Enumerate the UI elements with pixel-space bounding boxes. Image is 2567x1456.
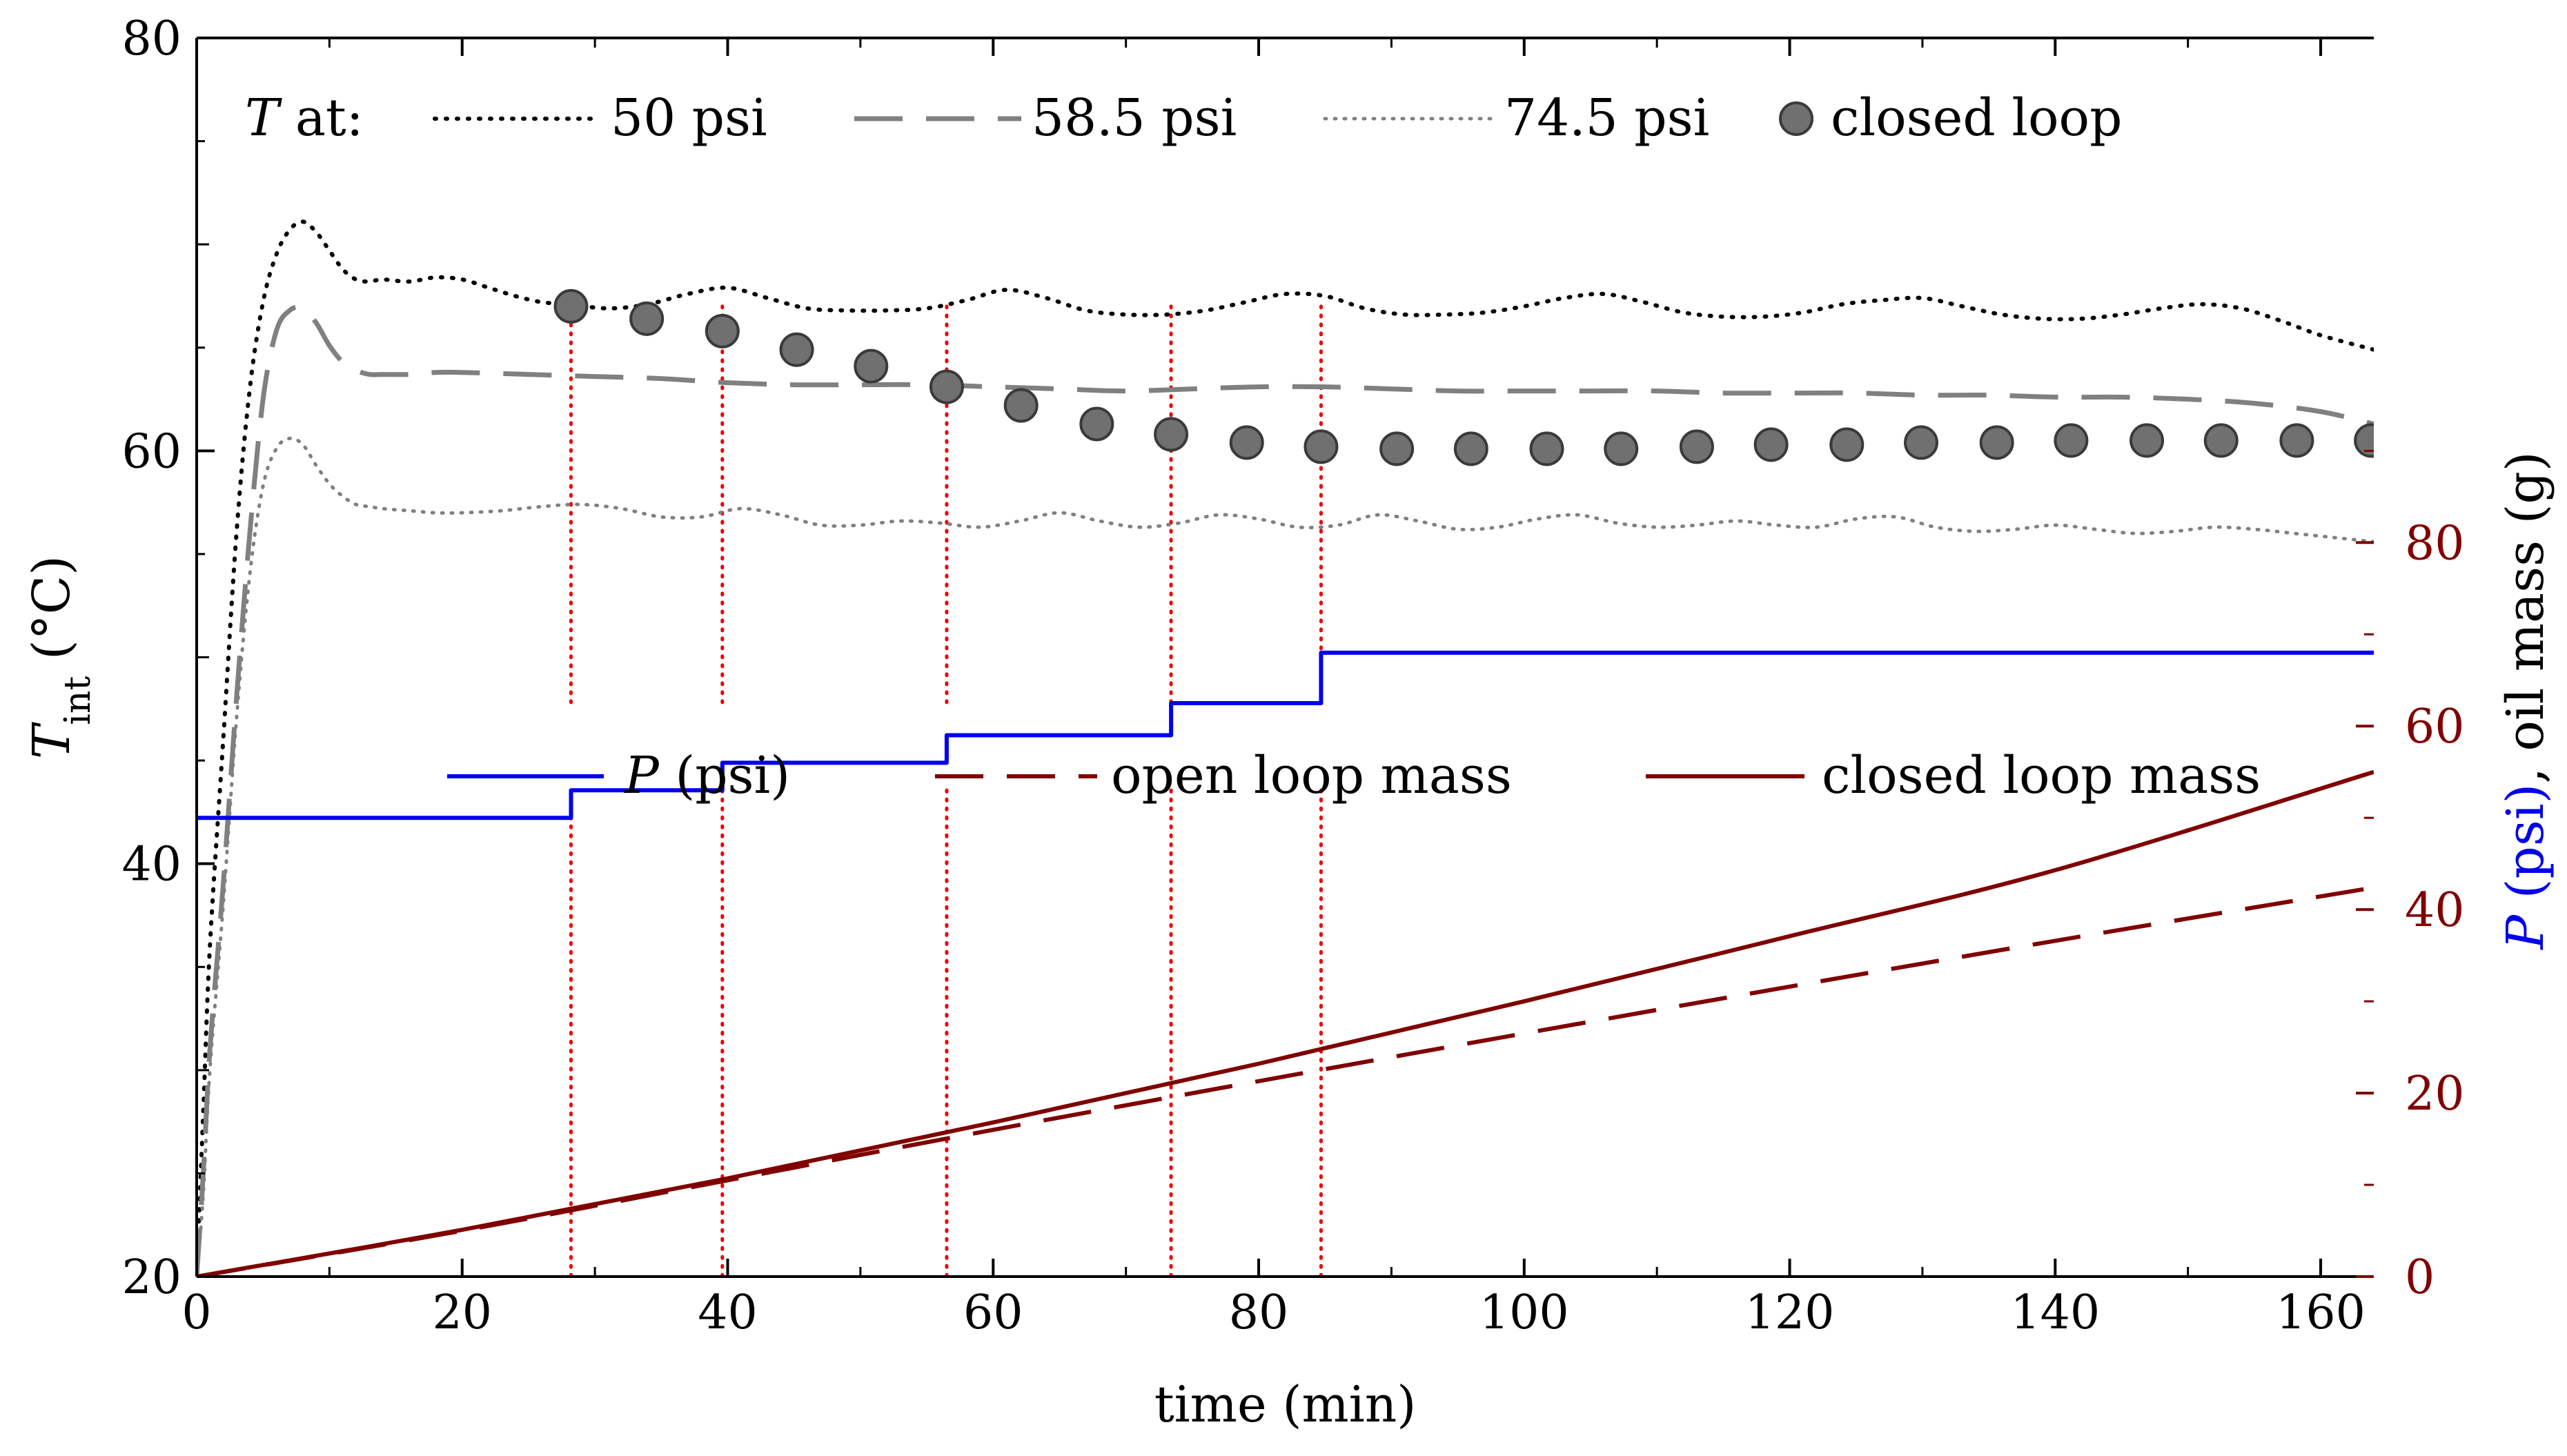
series-t-at-74-5-psi [197, 436, 2374, 1277]
legend-top-prefix: T at: [245, 88, 364, 148]
series-p-psi [197, 650, 2374, 820]
legend-swatch-closed-loop [1779, 101, 1813, 136]
data-point [929, 369, 964, 404]
legends: T at: 50 psi 58.5 psi 74.5 psi closed loop P … [245, 88, 2261, 805]
data-point [2130, 423, 2165, 458]
data-point [1154, 417, 1189, 452]
x-axis-label: time (min) [1154, 1375, 1417, 1433]
data-point [1753, 427, 1789, 462]
x-tick-label: 160 [2276, 1286, 2366, 1340]
legend-label-closed-loop-mass: closed loop mass [1822, 746, 2261, 805]
data-point [1529, 431, 1564, 466]
data-point [1679, 429, 1714, 464]
y-right-tick-label: 80 [2405, 516, 2465, 571]
data-point [779, 332, 814, 367]
legend-label-closed-loop: closed loop [1831, 88, 2122, 148]
y-right-tick-label: 20 [2405, 1067, 2465, 1121]
x-tick-label: 100 [1479, 1286, 1569, 1340]
data-point [1829, 427, 1865, 462]
data-point [2279, 423, 2314, 458]
legend-label-50-psi: 50 psi [611, 88, 767, 148]
data-point [1604, 431, 1639, 466]
data-point [1379, 431, 1415, 466]
x-tick-label: 120 [1745, 1286, 1835, 1340]
y-left-tick-label: 80 [121, 12, 181, 66]
x-tick-label: 0 [181, 1286, 211, 1340]
series-t-at-58-5-psi [197, 304, 2374, 1277]
legend-label-58-5-psi: 58.5 psi [1032, 88, 1237, 148]
axis-labels: time (min) Tint (°C) P (psi), oil mass (g) [22, 451, 2555, 1433]
x-tick-label: 20 [432, 1286, 492, 1340]
data-point [2203, 423, 2239, 458]
series-closed-loop-mass [197, 769, 2374, 1277]
data-point [1903, 425, 1938, 460]
step-time-markers [569, 304, 1323, 1277]
y-left-axis-label: Tint (°C) [22, 555, 99, 759]
data-point [1979, 425, 2014, 460]
data-point [1079, 406, 1114, 442]
data-point [1229, 425, 1264, 460]
y-left-tick-label: 60 [121, 424, 181, 479]
data-point [705, 313, 740, 348]
data-point [1304, 429, 1339, 464]
plot-area [197, 219, 2374, 1277]
legend-label-open-loop-mass: open loop mass [1111, 746, 1512, 805]
x-tick-label: 80 [1229, 1286, 1289, 1340]
data-point [2054, 423, 2089, 458]
y-left-tick-label: 20 [121, 1250, 181, 1305]
y-right-axis-label: P (psi), oil mass (g) [2496, 451, 2555, 950]
y-right-tick-label: 40 [2405, 883, 2465, 938]
data-point [1003, 388, 1039, 423]
x-tick-label: 140 [2010, 1286, 2100, 1340]
data-point [1453, 431, 1488, 466]
series-t-at-50-psi [197, 219, 2374, 1277]
legend-label-pressure: P (psi) [623, 746, 790, 805]
data-point [2354, 423, 2374, 458]
data-point [854, 348, 889, 384]
data-point [553, 288, 589, 324]
y-left-tick-label: 40 [121, 838, 181, 892]
legend-label-74-5-psi: 74.5 psi [1504, 88, 1709, 148]
y-right-tick-label: 60 [2405, 700, 2465, 754]
x-tick-label: 60 [963, 1286, 1023, 1340]
series-t-closed-loop [553, 288, 2374, 466]
data-point [629, 301, 665, 336]
y-right-tick-label: 0 [2405, 1250, 2435, 1305]
x-tick-label: 40 [698, 1286, 758, 1340]
